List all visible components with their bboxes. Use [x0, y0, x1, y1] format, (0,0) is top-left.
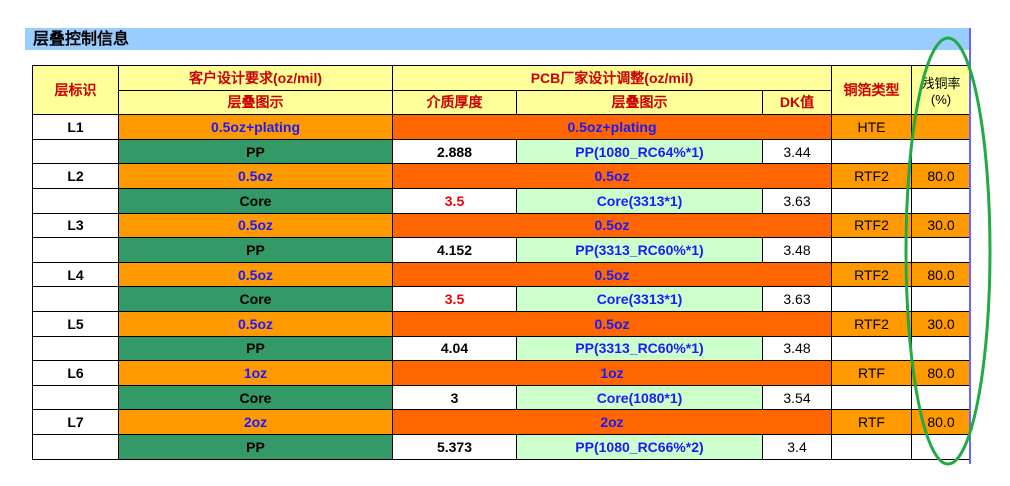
row: L4 0.5oz 0.5oz RTF2 80.0: [32, 261, 971, 288]
cell: [911, 187, 971, 214]
cell: 0.5oz: [392, 163, 832, 189]
cell: 层叠图示: [118, 89, 393, 116]
row: 层叠图示 介质厚度 层叠图示 DK值: [33, 89, 971, 116]
row: L1 0.5oz+plating 0.5oz+plating HTE: [32, 114, 971, 140]
cell: 0.5oz: [392, 310, 832, 337]
row: L2 0.5oz 0.5oz RTF2 80.0: [32, 163, 971, 189]
row: Core 3.5 Core(3313*1) 3.63: [32, 286, 971, 312]
cell: [32, 237, 119, 263]
cell: [911, 286, 971, 312]
cell: RTF: [831, 409, 912, 435]
cell: RTF2: [831, 212, 912, 239]
cell: [831, 187, 912, 214]
cell: 1oz: [118, 360, 393, 386]
section-title: 层叠控制信息: [25, 28, 970, 50]
row: PP 2.888 PP(1080_RC64%*1) 3.44: [32, 138, 971, 165]
cell: PP(1080_RC64%*1): [516, 138, 763, 165]
cell: 80.0: [911, 261, 971, 288]
row: Core 3 Core(1080*1) 3.54: [32, 384, 971, 411]
highlight-ellipse: [904, 36, 992, 466]
cell: 80.0: [911, 163, 971, 189]
cell: L6: [32, 360, 119, 386]
cell: 3.63: [762, 286, 832, 312]
row: 层标识 客户设计要求(oz/mil) PCB厂家设计调整(oz/mil) 铜箔类型 残铜…: [32, 64, 971, 116]
cell: Core(1080*1): [516, 384, 763, 411]
cell: 1oz: [392, 360, 832, 386]
row: PP 5.373 PP(1080_RC66%*2) 3.4: [32, 433, 971, 460]
cell: [831, 335, 912, 362]
cell: [911, 138, 971, 165]
cell: 3.4: [762, 433, 832, 460]
cell: 3.44: [762, 138, 832, 165]
cell: 0.5oz: [392, 261, 832, 288]
cell: 2oz: [118, 409, 393, 435]
header-text: 残铜率: [921, 76, 961, 92]
cell: 介质厚度: [392, 89, 517, 116]
cell: 30.0: [911, 310, 971, 337]
cell: 层叠图示: [516, 89, 763, 116]
cell: DK值: [762, 89, 832, 116]
cell: [831, 286, 912, 312]
border-line: [969, 28, 971, 464]
cell: 层标识: [32, 64, 119, 116]
cell: 0.5oz: [118, 212, 393, 239]
row: L7 2oz 2oz RTF 80.0: [32, 409, 971, 435]
cell: Core: [118, 187, 393, 214]
cell: HTE: [831, 114, 912, 140]
row: Core 3.5 Core(3313*1) 3.63: [32, 187, 971, 214]
cell: RTF2: [831, 163, 912, 189]
cell: 0.5oz+plating: [392, 114, 832, 140]
cell: PP: [118, 138, 393, 165]
cell: PP(3313_RC60%*1): [516, 237, 763, 263]
header-text: (%): [930, 92, 952, 108]
cell: 3.5: [392, 187, 517, 214]
row: L3 0.5oz 0.5oz RTF2 30.0: [32, 212, 971, 239]
cell: 3.48: [762, 335, 832, 362]
cell: 0.5oz: [118, 310, 393, 337]
cell: 0.5oz+plating: [118, 114, 393, 140]
row: L5 0.5oz 0.5oz RTF2 30.0: [32, 310, 971, 337]
cell: PCB厂家设计调整(oz/mil): [392, 65, 832, 91]
cell: PP(1080_RC66%*2): [516, 433, 763, 460]
cell: 客户设计要求(oz/mil): [118, 65, 393, 91]
cell: 铜箔类型: [831, 64, 912, 116]
cell: [32, 384, 119, 411]
cell: PP(3313_RC60%*1): [516, 335, 763, 362]
cell: Core(3313*1): [516, 187, 763, 214]
cell: [32, 433, 119, 460]
cell: Core: [118, 384, 393, 411]
cell: [32, 138, 119, 165]
cell: [831, 433, 912, 460]
cell: 残铜率 (%): [911, 64, 971, 116]
cell: RTF2: [831, 261, 912, 288]
cell: RTF: [831, 360, 912, 386]
cell: L4: [32, 261, 119, 288]
cell: 0.5oz: [118, 261, 393, 288]
cell: 0.5oz: [118, 163, 393, 189]
cell: L3: [32, 212, 119, 239]
row: PP 4.04 PP(3313_RC60%*1) 3.48: [32, 335, 971, 362]
stackup-table: 层标识 客户设计要求(oz/mil) PCB厂家设计调整(oz/mil) 铜箔类型 残铜…: [32, 64, 971, 460]
cell: 5.373: [392, 433, 517, 460]
cell: 30.0: [911, 212, 971, 239]
cell: 3.54: [762, 384, 832, 411]
cell: PP: [118, 433, 393, 460]
cell: [831, 237, 912, 263]
cell: PP: [118, 335, 393, 362]
cell: [831, 384, 912, 411]
cell: [911, 114, 971, 140]
